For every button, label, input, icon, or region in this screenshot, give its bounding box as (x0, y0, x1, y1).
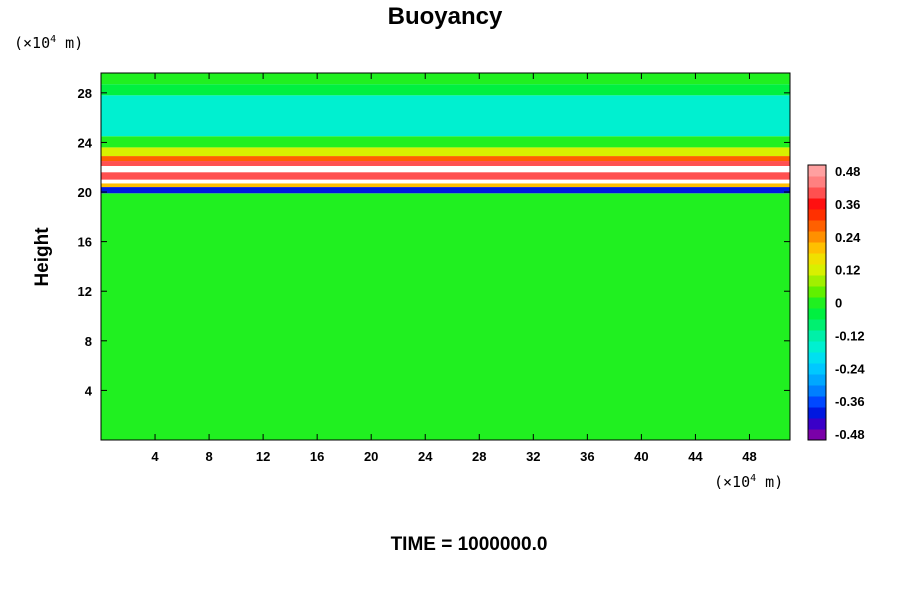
x-tick-label: 8 (205, 449, 212, 464)
y-tick-label: 12 (78, 284, 92, 299)
x-tick-label: 28 (472, 449, 486, 464)
y-tick-label: 8 (85, 334, 92, 349)
y-tick-label: 28 (78, 86, 92, 101)
colorbar-frame (807, 164, 827, 441)
x-tick-label: 24 (418, 449, 433, 464)
colorbar-label: 0.12 (835, 263, 860, 278)
colorbar-segment (808, 341, 826, 353)
colorbar-segment (808, 253, 826, 265)
colorbar-segment (808, 198, 826, 210)
field-band-6 (101, 161, 790, 166)
colorbar-label: -0.36 (835, 394, 865, 409)
field-band-3 (101, 179, 790, 184)
field-band-7 (101, 156, 790, 162)
colorbar-segment (808, 187, 826, 199)
colorbar-segment (808, 308, 826, 320)
colorbar-label: -0.12 (835, 328, 865, 343)
field-band-4 (101, 172, 790, 180)
x-tick-label: 44 (688, 449, 703, 464)
x-tick-label: 40 (634, 449, 648, 464)
colorbar-label: 0.48 (835, 164, 860, 179)
x-tick-label: 20 (364, 449, 378, 464)
colorbar-segment (808, 319, 826, 331)
y-tick-label: 4 (85, 383, 93, 398)
field-band-9 (101, 136, 790, 148)
field-band-11 (101, 84, 790, 96)
x-tick-label: 48 (742, 449, 756, 464)
colorbar-segment (808, 220, 826, 232)
x-tick-label: 12 (256, 449, 270, 464)
y-tick-label: 20 (78, 185, 92, 200)
plot-frame (100, 72, 791, 441)
field-band-1 (101, 187, 790, 194)
y-axis-label: Height (32, 227, 53, 287)
x-tick-label: 32 (526, 449, 540, 464)
colorbar-segment (808, 209, 826, 221)
colorbar-segment (808, 407, 826, 419)
y-tick-label: 16 (78, 235, 92, 250)
y-axis-unit: (×104 m) (14, 34, 83, 52)
colorbar-segment (808, 429, 826, 441)
colorbar-segment (808, 330, 826, 342)
field-band-5 (101, 165, 790, 173)
field-band-2 (101, 183, 790, 188)
x-tick-label: 4 (151, 449, 159, 464)
colorbar-segment (808, 297, 826, 309)
x-axis-unit: (×104 m) (714, 473, 783, 491)
colorbar-segment (808, 176, 826, 188)
field-band-12 (101, 73, 790, 85)
colorbar-segment (808, 286, 826, 298)
plot-area (100, 72, 791, 441)
colorbar-segment (808, 275, 826, 287)
x-axis: 4 8 12 16 20 24 28 32 36 40 44 48 (151, 73, 757, 464)
colorbar-segment (808, 385, 826, 397)
colorbar: 0.48 0.36 0.24 0.12 0 -0.12 -0.24 -0.36 -0.48 (807, 164, 865, 442)
x-tick-label: 36 (580, 449, 594, 464)
colorbar-segment (808, 242, 826, 254)
colorbar-segment (808, 363, 826, 375)
colorbar-segment (808, 165, 826, 177)
colorbar-segment (808, 418, 826, 430)
chart-title: Buoyancy (388, 3, 503, 30)
field-band-8 (101, 147, 790, 157)
colorbar-segment (808, 352, 826, 364)
colorbar-label: 0.24 (835, 230, 861, 245)
colorbar-label: -0.24 (835, 361, 865, 376)
colorbar-segment (808, 231, 826, 243)
y-tick-label: 24 (78, 135, 93, 150)
colorbar-segment (808, 374, 826, 386)
x-tick-label: 16 (310, 449, 324, 464)
field-band-10 (101, 95, 790, 137)
field-band-0 (101, 193, 790, 440)
colorbar-label: 0.36 (835, 197, 860, 212)
colorbar-label: 0 (835, 296, 842, 311)
y-axis: 4 8 12 16 20 24 28 (78, 86, 790, 398)
time-label: TIME = 1000000.0 (391, 534, 548, 555)
colorbar-segment (808, 396, 826, 408)
colorbar-segment (808, 264, 826, 276)
colorbar-label: -0.48 (835, 427, 865, 442)
